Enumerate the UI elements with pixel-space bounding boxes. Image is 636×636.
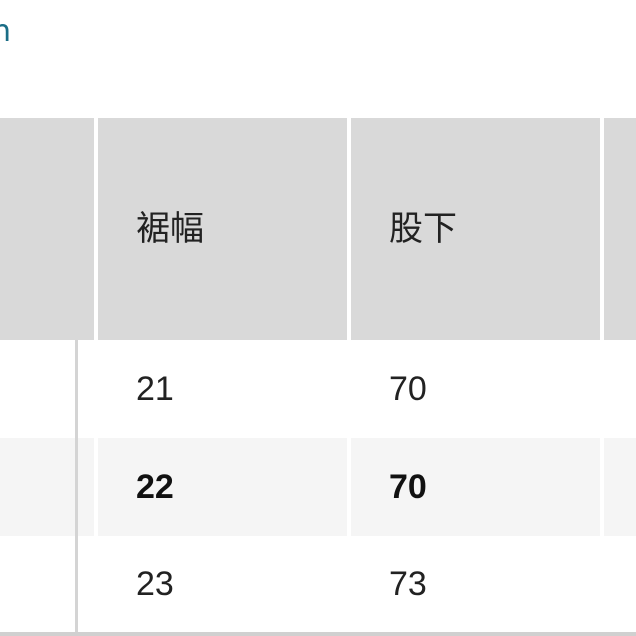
column-divider: [75, 340, 78, 632]
table-row: 21 70: [0, 340, 636, 438]
header-inseam: 股下: [351, 118, 600, 340]
header-hem-width: 裾幅: [98, 118, 347, 340]
inseam-cell: 73: [389, 565, 427, 603]
size-cell: [0, 438, 94, 536]
table-row: 22 70: [0, 438, 636, 536]
hem-width-cell: 21: [136, 370, 174, 408]
cell: [604, 438, 636, 536]
table-row: 23 73: [0, 535, 636, 633]
table-bottom-border: [0, 632, 636, 636]
inseam-cell: 70: [389, 370, 427, 408]
hem-width-cell: 23: [136, 565, 174, 603]
header-cell: [604, 118, 636, 340]
inseam-cell: 70: [351, 438, 600, 536]
hem-width-cell: 22: [98, 438, 347, 536]
link-text[interactable]: n: [0, 14, 12, 49]
header-cell: [0, 118, 94, 340]
